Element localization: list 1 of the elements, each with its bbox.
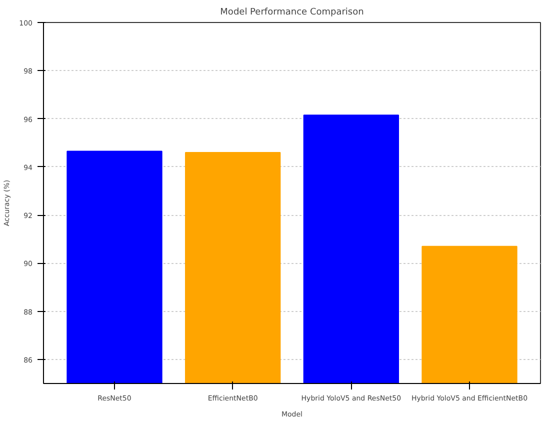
chart-title: Model Performance Comparison	[220, 8, 364, 18]
